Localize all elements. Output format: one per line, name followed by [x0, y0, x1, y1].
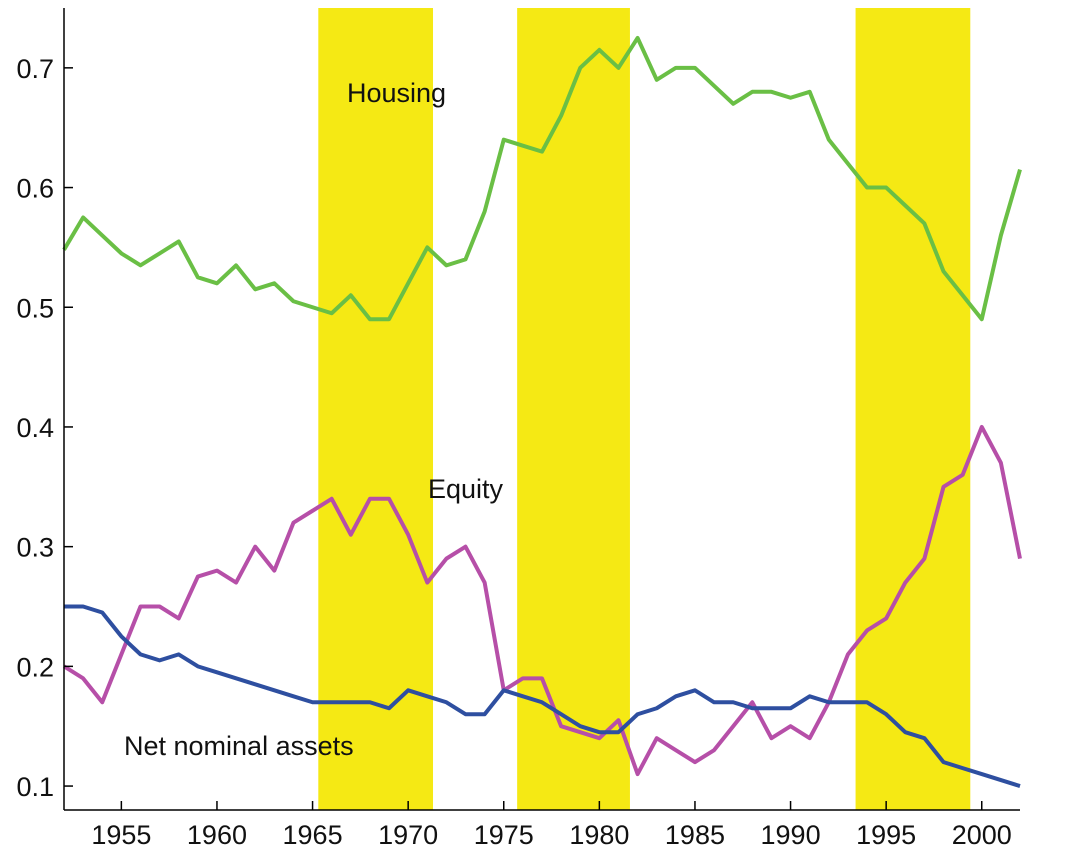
- x-tick-label: 1990: [761, 820, 821, 850]
- annotation: Net nominal assets: [124, 731, 354, 761]
- x-tick-label: 1985: [665, 820, 725, 850]
- x-tick-label: 1975: [474, 820, 534, 850]
- x-tick-label: 1960: [187, 820, 247, 850]
- shaded-region: [517, 8, 630, 810]
- annotation: Housing: [347, 78, 446, 108]
- annotation: Equity: [428, 474, 504, 504]
- y-tick-label: 0.3: [16, 533, 54, 563]
- x-tick-label: 1965: [283, 820, 343, 850]
- x-tick-label: 2000: [952, 820, 1012, 850]
- y-tick-label: 0.1: [16, 772, 54, 802]
- series-line: [62, 424, 1022, 777]
- y-tick-label: 0.2: [16, 652, 54, 682]
- shaded-region: [855, 8, 971, 810]
- x-tick-label: 1970: [378, 820, 438, 850]
- y-tick-label: 0.5: [16, 293, 54, 323]
- x-tick-label: 1995: [856, 820, 916, 850]
- series-line: [62, 35, 1022, 322]
- y-tick-label: 0.6: [16, 174, 54, 204]
- series-line: [64, 604, 1021, 788]
- y-tick-label: 0.4: [16, 413, 54, 443]
- x-tick-label: 1955: [91, 820, 151, 850]
- y-tick-label: 0.7: [16, 54, 54, 84]
- shaded-region: [318, 8, 434, 810]
- x-tick-label: 1980: [569, 820, 629, 850]
